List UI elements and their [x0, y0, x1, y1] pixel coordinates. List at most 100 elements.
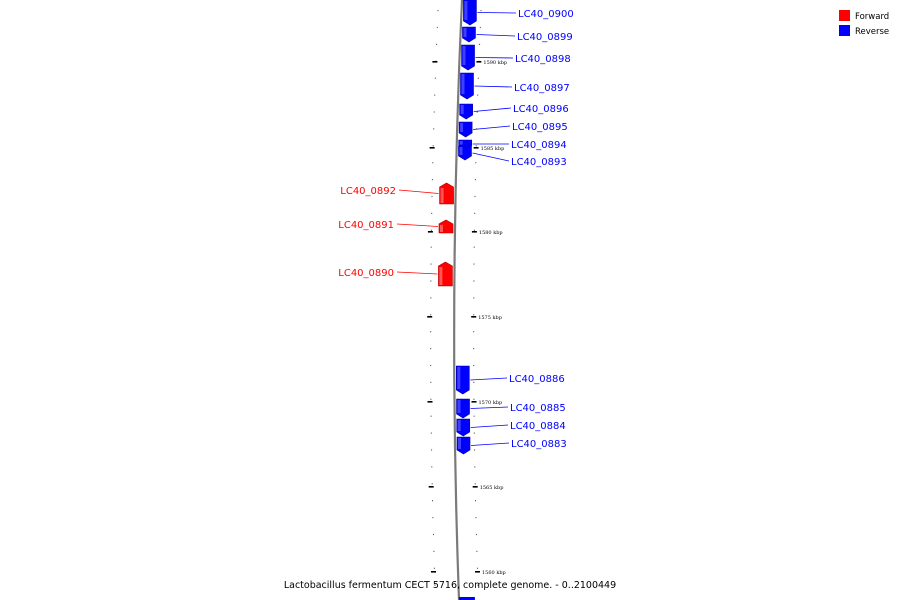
tick-mark-left: [430, 280, 432, 282]
tick-mark-right: [473, 398, 475, 400]
gene-leader-line: [477, 12, 517, 14]
gene-lc40-0895[interactable]: LC40_0895: [458, 121, 568, 138]
tick-mark-left: [430, 297, 432, 299]
tick-mark-right: [473, 381, 475, 383]
scale-label: 1570 kbp: [479, 400, 503, 406]
gene-highlight: [457, 420, 461, 431]
tick-mark-right: [473, 415, 475, 417]
gene-leader-line: [474, 85, 513, 88]
gene-label[interactable]: LC40_0895: [512, 122, 568, 133]
gene-leader-line: [398, 189, 439, 194]
tick-mark-right: [473, 280, 475, 282]
major-tick-right: [471, 401, 477, 403]
gene-track: LC40_0900 LC40_0899 LC40_0898 LC40_0897 LC40…: [338, 0, 574, 600]
gene-lc40-0886[interactable]: LC40_0886: [455, 365, 565, 395]
major-tick-left: [427, 231, 433, 233]
gene-label[interactable]: LC40_0884: [510, 421, 566, 432]
gene-lc40-0900[interactable]: LC40_0900: [463, 0, 574, 26]
legend-swatch: [839, 25, 850, 36]
tick-mark-left: [434, 77, 436, 79]
gene-lc40-0898[interactable]: LC40_0898: [461, 44, 571, 71]
major-tick-right: [471, 316, 477, 318]
tick-mark-left: [430, 331, 432, 333]
gene-lc40-0883[interactable]: LC40_0883: [456, 436, 567, 455]
gene-lc40-0896[interactable]: LC40_0896: [459, 103, 569, 120]
major-tick-left: [429, 147, 435, 149]
tick-mark-right: [479, 43, 481, 45]
gene-leader-line: [396, 271, 438, 275]
major-tick-right: [476, 61, 482, 63]
major-tick-left: [431, 571, 436, 573]
tick-mark-left: [430, 381, 432, 383]
scale-label: 1560 kbp: [482, 570, 506, 576]
tick-mark-left: [430, 263, 432, 265]
genome-caption: Lactobacillus fermentum CECT 5716, compl…: [284, 580, 616, 591]
major-tick-left: [432, 61, 438, 63]
gene-highlight: [440, 188, 444, 203]
tick-mark-left: [433, 128, 435, 130]
gene-lc40-0890[interactable]: LC40_0890: [338, 261, 453, 287]
tick-mark-right: [476, 567, 478, 569]
gene-label[interactable]: LC40_0890: [338, 268, 394, 279]
gene-lc40-0884[interactable]: LC40_0884: [456, 418, 566, 437]
gene-continuation-marker: [458, 597, 475, 600]
gene-lc40-0894[interactable]: LC40_0894: [458, 139, 567, 151]
tick-mark-right: [473, 229, 475, 231]
tick-mark-right: [473, 263, 475, 265]
gene-label[interactable]: LC40_0898: [515, 54, 571, 65]
tick-mark-left: [433, 111, 435, 113]
gene-label[interactable]: LC40_0893: [511, 157, 567, 168]
tick-mark-left: [430, 415, 432, 417]
gene-leader-line: [472, 152, 510, 162]
genome-backbone: [453, 0, 464, 600]
gene-highlight: [439, 267, 443, 285]
tick-mark-left: [433, 567, 435, 569]
tick-mark-left: [434, 584, 436, 586]
tick-mark-left: [431, 212, 433, 214]
tick-mark-right: [480, 10, 482, 12]
gene-highlight: [459, 141, 463, 145]
gene-label[interactable]: LC40_0883: [511, 439, 567, 450]
tick-mark-left: [432, 500, 433, 502]
tick-mark-right: [473, 348, 475, 350]
tick-mark-left: [430, 314, 432, 316]
tick-mark-right: [476, 550, 478, 552]
gene-lc40-0885[interactable]: LC40_0885: [456, 398, 566, 419]
gene-lc40-0899[interactable]: LC40_0899: [462, 26, 573, 43]
gene-label[interactable]: LC40_0891: [338, 220, 394, 231]
tick-mark-left: [437, 10, 439, 12]
gene-leader-line: [476, 34, 516, 37]
legend-label: Forward: [855, 12, 889, 22]
gene-highlight: [460, 123, 464, 132]
legend: Forward Reverse: [839, 10, 889, 37]
tick-mark-left: [430, 246, 432, 248]
gene-label[interactable]: LC40_0892: [340, 186, 396, 197]
tick-mark-left: [434, 94, 436, 96]
gene-highlight: [463, 28, 467, 37]
gene-label[interactable]: LC40_0899: [517, 32, 573, 43]
scale-label: 1565 kbp: [480, 485, 504, 491]
scale-label: 1590 kbp: [483, 60, 507, 66]
gene-label[interactable]: LC40_0885: [510, 403, 566, 414]
gene-lc40-0893[interactable]: LC40_0893: [458, 145, 567, 168]
gene-lc40-0891[interactable]: LC40_0891: [338, 219, 454, 234]
gene-highlight: [462, 46, 466, 65]
gene-label[interactable]: LC40_0897: [514, 83, 570, 94]
gene-lc40-0892[interactable]: LC40_0892: [340, 182, 454, 205]
tick-mark-left: [436, 43, 438, 45]
gene-lc40-0897[interactable]: LC40_0897: [460, 72, 570, 100]
scale-labels: 1590 kbp 1585 kbp 1580 kbp 1575 kbp 1570 kbp…: [478, 60, 507, 576]
gene-label[interactable]: LC40_0900: [518, 9, 574, 20]
gene-highlight: [461, 74, 465, 94]
gene-label[interactable]: LC40_0896: [513, 104, 569, 115]
tick-mark-left: [431, 195, 433, 198]
tick-mark-left: [430, 364, 432, 367]
gene-highlight: [459, 147, 463, 155]
gene-leader-line: [470, 406, 509, 409]
gene-label[interactable]: LC40_0894: [511, 140, 567, 151]
tick-mark-right: [477, 94, 479, 96]
gene-label[interactable]: LC40_0886: [509, 374, 565, 385]
major-tick-right: [471, 231, 477, 233]
tick-mark-left: [432, 517, 434, 519]
tick-mark-right: [473, 364, 475, 367]
